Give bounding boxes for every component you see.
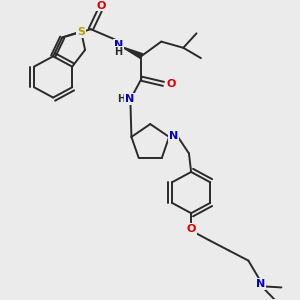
Text: N: N bbox=[125, 94, 134, 104]
Text: H: H bbox=[114, 47, 122, 57]
Polygon shape bbox=[122, 47, 143, 58]
Text: O: O bbox=[167, 79, 176, 89]
Text: N: N bbox=[114, 40, 123, 50]
Text: N: N bbox=[256, 279, 265, 289]
Text: S: S bbox=[77, 28, 85, 38]
Text: N: N bbox=[169, 131, 178, 141]
Text: O: O bbox=[96, 1, 105, 10]
Text: H: H bbox=[118, 94, 126, 104]
Text: O: O bbox=[186, 224, 196, 234]
